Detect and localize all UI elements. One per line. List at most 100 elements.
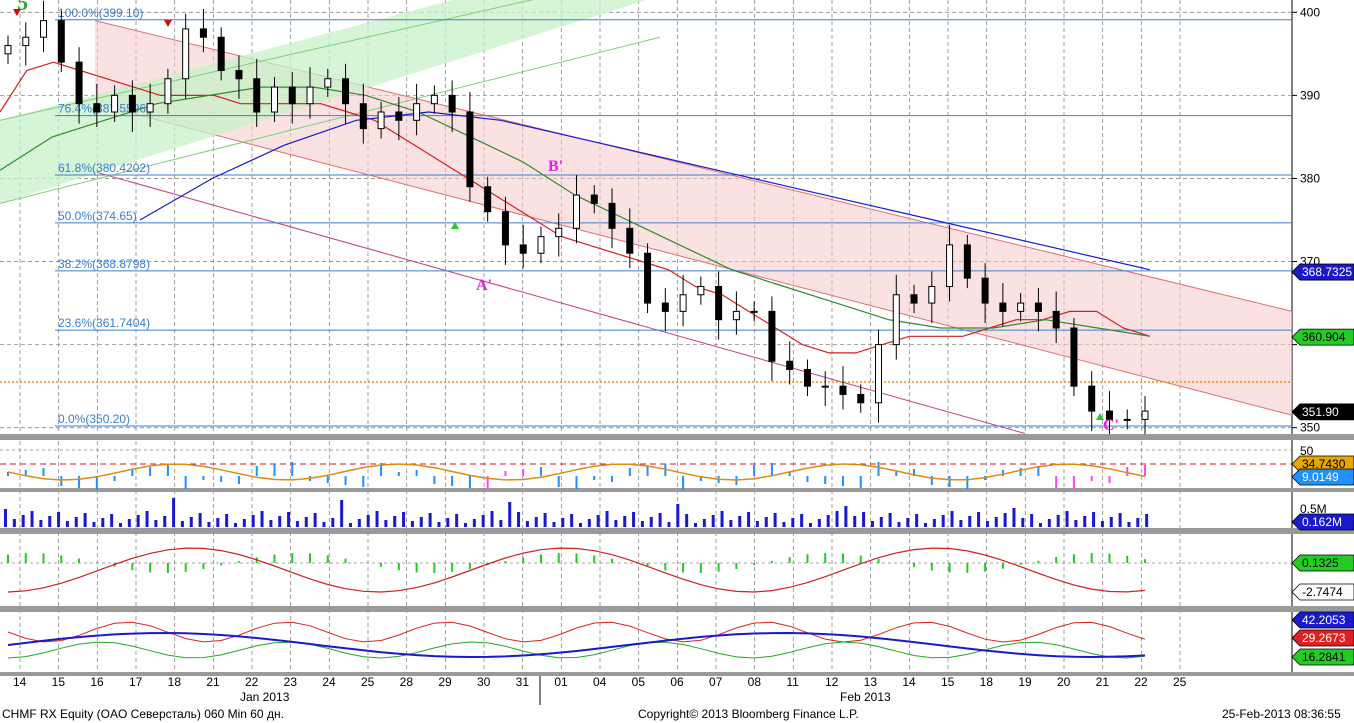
volume-bar xyxy=(455,514,459,527)
rsi-bar xyxy=(362,476,365,487)
candle-body xyxy=(857,393,865,404)
x-tick-label: 25 xyxy=(361,675,375,689)
x-tick-label: 19 xyxy=(1018,675,1032,689)
dmi-badge xyxy=(1291,648,1354,666)
macd-line xyxy=(7,547,1146,593)
candle-body xyxy=(1017,302,1025,312)
x-tick-label: 31 xyxy=(516,675,530,689)
volume-bar xyxy=(287,512,291,527)
volume-bar xyxy=(189,517,193,527)
volume-bar xyxy=(587,519,591,527)
volume-bar xyxy=(702,519,706,527)
down-channel-fill xyxy=(95,20,1292,416)
volume-bar xyxy=(579,523,582,527)
rsi-bar xyxy=(1037,466,1040,476)
x-tick-label: 01 xyxy=(554,675,568,689)
candle-body xyxy=(448,94,456,113)
candle-body xyxy=(715,285,723,321)
rsi-bar xyxy=(1090,476,1093,481)
candle-body xyxy=(377,111,385,130)
volume-bar xyxy=(428,513,432,527)
volume-bar xyxy=(304,517,308,527)
volume-bar xyxy=(21,515,25,527)
down-channel-bottom xyxy=(94,171,1026,434)
volume-bar xyxy=(74,517,78,527)
x-tick-label: 15 xyxy=(941,675,955,689)
volume-bar xyxy=(490,511,494,527)
macd-histogram-bar xyxy=(273,554,276,563)
up-channel-fill xyxy=(0,0,647,204)
volume-bar xyxy=(791,518,795,527)
volume-bar xyxy=(101,518,105,527)
price-badge-text: 360.904 xyxy=(1302,330,1346,344)
fib-level-label: 61.8%(380.4202) xyxy=(58,161,150,175)
candle-body xyxy=(22,36,30,47)
ma-line-ma_red xyxy=(0,61,1151,354)
dmi-badge-text: 42.2053 xyxy=(1302,613,1346,627)
macd-histogram-bar xyxy=(166,563,169,573)
volume-bar xyxy=(773,513,777,527)
candle-body xyxy=(786,360,794,371)
rsi-bar xyxy=(433,476,436,484)
macd-histogram-bar xyxy=(42,553,45,563)
macd-badge xyxy=(1291,554,1354,572)
rsi-bar xyxy=(397,472,400,476)
volume-bar xyxy=(216,518,220,527)
volume-bar xyxy=(295,521,299,527)
volume-bar xyxy=(154,520,158,527)
macd-histogram-bar xyxy=(646,563,649,568)
candle-body xyxy=(1123,418,1131,421)
up-channel-bottom xyxy=(0,36,661,204)
candle-body xyxy=(359,103,367,130)
candle-body xyxy=(430,94,438,105)
volume-badge xyxy=(1291,513,1354,531)
rsi-bar xyxy=(593,476,596,480)
candle-body xyxy=(963,244,971,279)
fib-level-label: 38.2%(368.8798) xyxy=(58,257,150,271)
volume-bar xyxy=(225,514,229,527)
x-tick-label: 21 xyxy=(1096,675,1110,689)
macd-histogram-bar xyxy=(1055,556,1058,563)
rsi-bar xyxy=(149,467,152,476)
rsi-bar xyxy=(646,466,649,476)
macd-histogram-bar xyxy=(1019,563,1022,565)
rsi-bar xyxy=(1001,470,1004,476)
rsi-bar xyxy=(504,471,507,476)
volume-bar xyxy=(1092,512,1096,527)
volume-bar xyxy=(747,512,751,527)
volume-bar xyxy=(658,513,662,527)
x-tick-label: 08 xyxy=(748,675,762,689)
macd-histogram-bar xyxy=(735,563,738,569)
volume-bar xyxy=(640,521,644,527)
volume-bar xyxy=(879,517,883,527)
rsi-bar xyxy=(682,476,685,490)
candle-body xyxy=(1052,310,1060,329)
volume-bar xyxy=(127,519,131,527)
volume-bar xyxy=(525,521,529,527)
x-tick-label: 14 xyxy=(13,675,27,689)
price-tick-label: 400 xyxy=(1300,5,1320,19)
rsi-bar xyxy=(344,476,347,485)
volume-bar xyxy=(543,513,547,527)
macd-histogram-bar xyxy=(948,563,951,573)
macd-histogram-bar xyxy=(1072,554,1075,563)
volume-bar xyxy=(897,522,901,527)
volume-bar xyxy=(676,504,680,527)
fib-level-label: 50.0%(374.65) xyxy=(58,209,137,223)
volume-bar xyxy=(800,514,804,527)
wave-label: 5 xyxy=(17,0,28,15)
volume-bar xyxy=(888,513,892,527)
volume-bar xyxy=(932,519,936,527)
volume-bar xyxy=(1136,518,1140,527)
rsi-bar xyxy=(486,476,489,490)
volume-bar xyxy=(596,515,600,527)
volume-bar xyxy=(826,515,830,527)
volume-bar xyxy=(172,498,176,527)
rsi-bar xyxy=(451,476,454,486)
rsi-bar xyxy=(611,476,614,482)
candle-body xyxy=(750,310,758,313)
macd-histogram-bar xyxy=(717,563,720,572)
volume-bar xyxy=(915,514,919,527)
volume-bar xyxy=(313,513,317,527)
